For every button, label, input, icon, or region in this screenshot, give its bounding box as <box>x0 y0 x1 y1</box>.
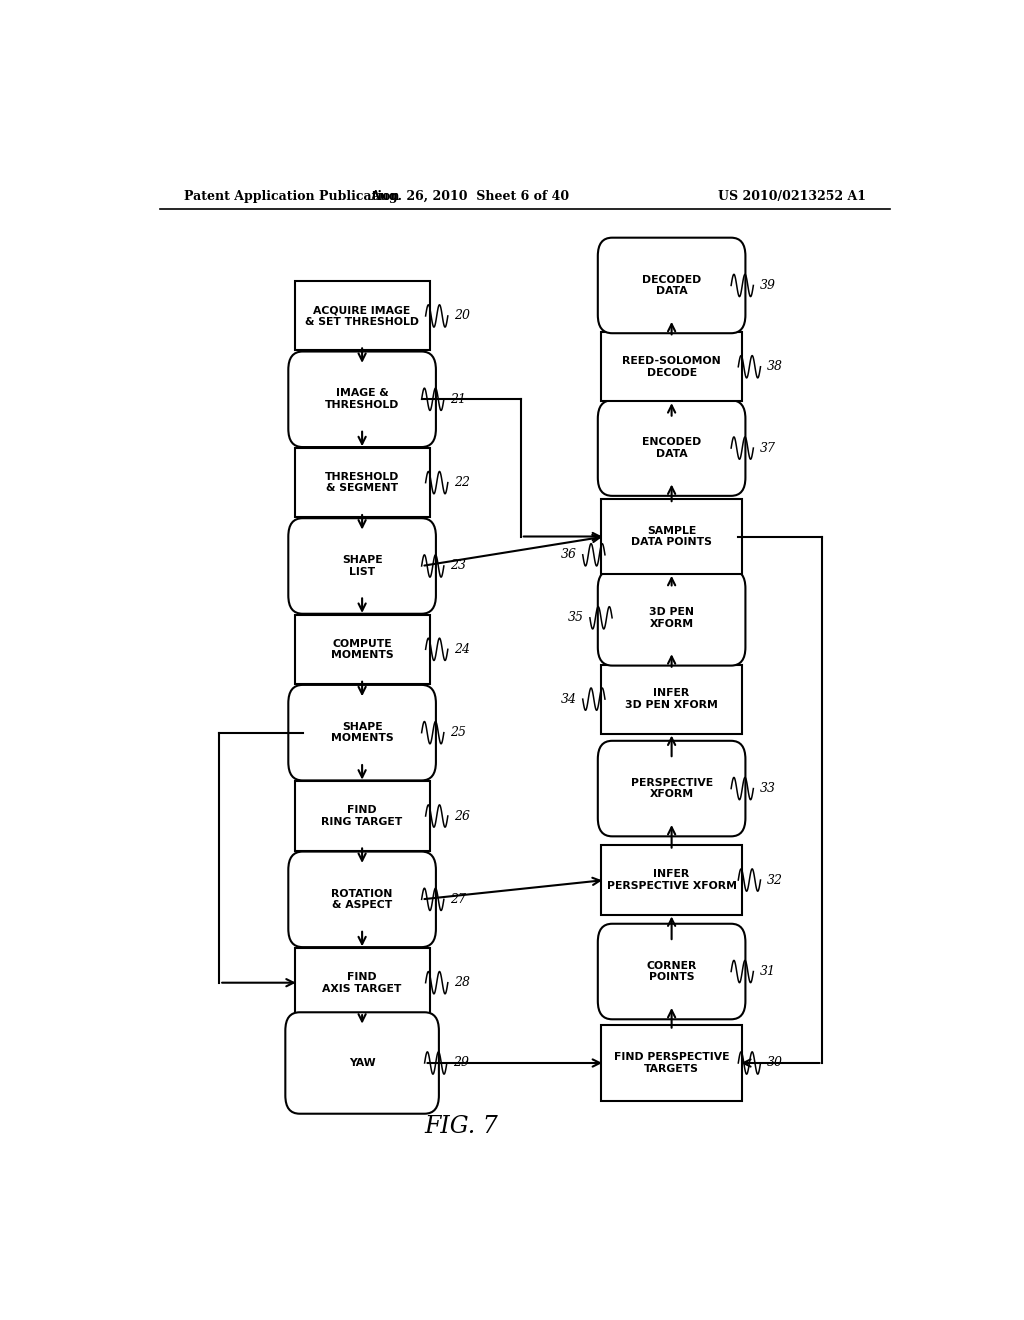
Text: ROTATION
& ASPECT: ROTATION & ASPECT <box>332 888 393 911</box>
Text: PERSPECTIVE
XFORM: PERSPECTIVE XFORM <box>631 777 713 800</box>
FancyBboxPatch shape <box>598 570 745 665</box>
Text: 33: 33 <box>760 781 776 795</box>
Text: YAW: YAW <box>349 1059 376 1068</box>
FancyBboxPatch shape <box>289 685 436 780</box>
Text: 34: 34 <box>560 693 577 706</box>
Text: 28: 28 <box>455 977 470 989</box>
Text: INFER
3D PEN XFORM: INFER 3D PEN XFORM <box>626 688 718 710</box>
FancyBboxPatch shape <box>601 1026 742 1101</box>
FancyBboxPatch shape <box>289 851 436 948</box>
Text: 39: 39 <box>760 279 776 292</box>
Text: FIND PERSPECTIVE
TARGETS: FIND PERSPECTIVE TARGETS <box>613 1052 729 1073</box>
FancyBboxPatch shape <box>295 281 430 351</box>
FancyBboxPatch shape <box>601 333 742 401</box>
Text: 29: 29 <box>454 1056 469 1069</box>
Text: REED-SOLOMON
DECODE: REED-SOLOMON DECODE <box>623 356 721 378</box>
FancyBboxPatch shape <box>601 664 742 734</box>
Text: COMPUTE
MOMENTS: COMPUTE MOMENTS <box>331 639 393 660</box>
Text: 31: 31 <box>760 965 776 978</box>
Text: ENCODED
DATA: ENCODED DATA <box>642 437 701 459</box>
Text: DECODED
DATA: DECODED DATA <box>642 275 701 296</box>
Text: 25: 25 <box>451 726 466 739</box>
Text: INFER
PERSPECTIVE XFORM: INFER PERSPECTIVE XFORM <box>606 870 736 891</box>
Text: FIND
RING TARGET: FIND RING TARGET <box>322 805 402 826</box>
Text: ACQUIRE IMAGE
& SET THRESHOLD: ACQUIRE IMAGE & SET THRESHOLD <box>305 305 419 327</box>
Text: 30: 30 <box>767 1056 783 1069</box>
Text: SAMPLE
DATA POINTS: SAMPLE DATA POINTS <box>631 525 712 548</box>
Text: 32: 32 <box>767 874 783 887</box>
Text: 24: 24 <box>455 643 470 656</box>
Text: Patent Application Publication: Patent Application Publication <box>183 190 399 203</box>
Text: Aug. 26, 2010  Sheet 6 of 40: Aug. 26, 2010 Sheet 6 of 40 <box>370 190 568 203</box>
Text: 38: 38 <box>767 360 783 374</box>
Text: FIG. 7: FIG. 7 <box>424 1114 499 1138</box>
Text: 21: 21 <box>451 393 466 405</box>
Text: 27: 27 <box>451 892 466 906</box>
FancyBboxPatch shape <box>295 447 430 517</box>
FancyBboxPatch shape <box>289 351 436 447</box>
FancyBboxPatch shape <box>601 499 742 574</box>
Text: 20: 20 <box>455 309 470 322</box>
FancyBboxPatch shape <box>598 400 745 496</box>
Text: THRESHOLD
& SEGMENT: THRESHOLD & SEGMENT <box>325 471 399 494</box>
FancyBboxPatch shape <box>286 1012 439 1114</box>
Text: 3D PEN
XFORM: 3D PEN XFORM <box>649 607 694 628</box>
FancyBboxPatch shape <box>601 846 742 915</box>
Text: SHAPE
MOMENTS: SHAPE MOMENTS <box>331 722 393 743</box>
Text: US 2010/0213252 A1: US 2010/0213252 A1 <box>718 190 866 203</box>
Text: 22: 22 <box>455 477 470 490</box>
Text: FIND
AXIS TARGET: FIND AXIS TARGET <box>323 972 401 994</box>
FancyBboxPatch shape <box>598 924 745 1019</box>
Text: IMAGE &
THRESHOLD: IMAGE & THRESHOLD <box>325 388 399 411</box>
Text: SHAPE
LIST: SHAPE LIST <box>342 556 382 577</box>
Text: CORNER
POINTS: CORNER POINTS <box>646 961 696 982</box>
FancyBboxPatch shape <box>598 238 745 333</box>
FancyBboxPatch shape <box>598 741 745 837</box>
Text: 26: 26 <box>455 809 470 822</box>
FancyBboxPatch shape <box>295 615 430 684</box>
Text: 23: 23 <box>451 560 466 573</box>
FancyBboxPatch shape <box>295 948 430 1018</box>
FancyBboxPatch shape <box>295 781 430 850</box>
FancyBboxPatch shape <box>289 519 436 614</box>
Text: 37: 37 <box>760 442 776 454</box>
Text: 35: 35 <box>567 611 584 624</box>
Text: 36: 36 <box>560 548 577 561</box>
